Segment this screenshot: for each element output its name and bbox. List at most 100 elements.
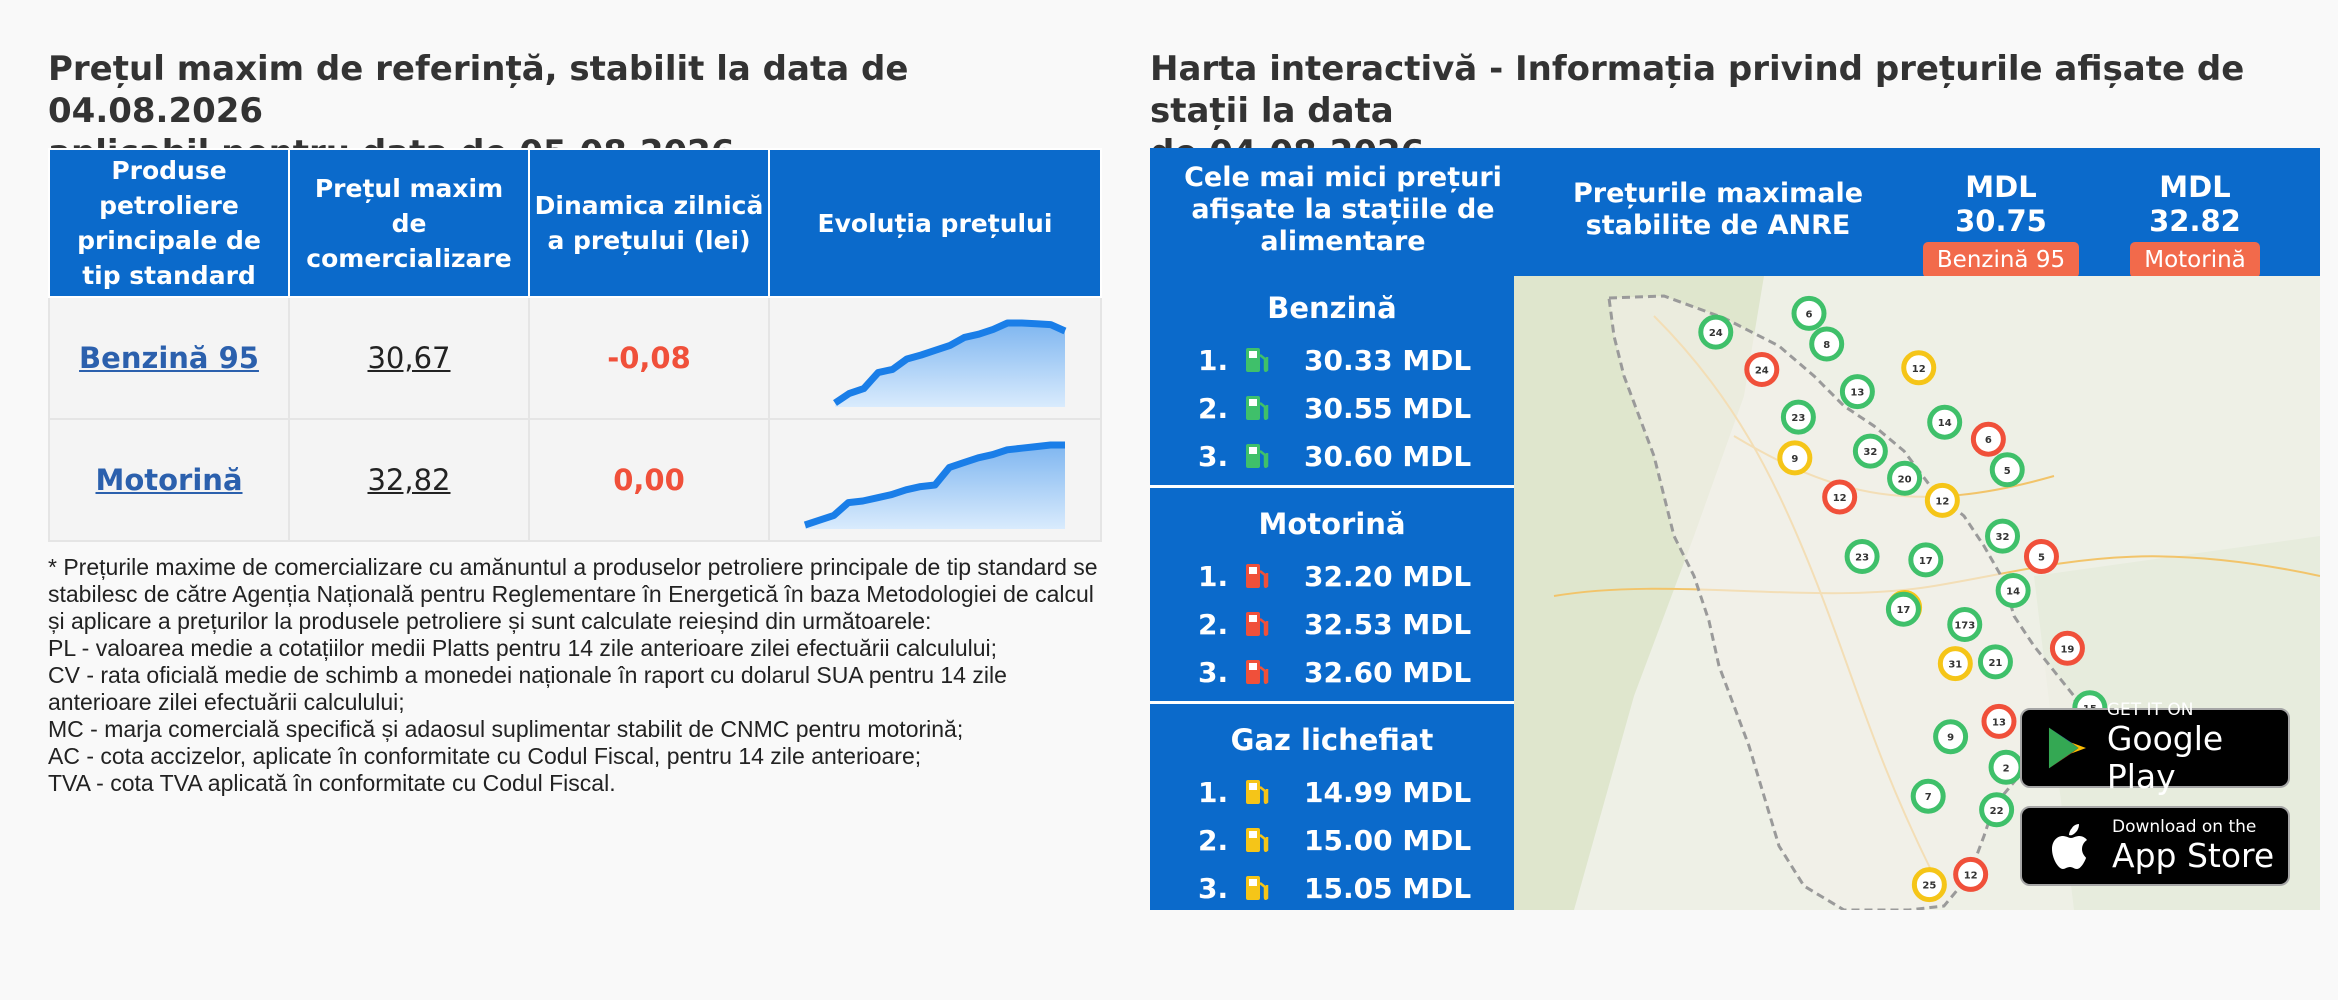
reference-price-panel: Prețul maxim de referință, stabilit la d… xyxy=(48,48,1102,796)
rank: 2. xyxy=(1198,607,1229,641)
svg-text:31: 31 xyxy=(1948,660,1962,671)
station-marker[interactable]: 173 xyxy=(1947,607,1983,642)
max-price-value: 32,82 xyxy=(367,463,451,497)
price-trend-chart xyxy=(833,319,1067,407)
rank: 1. xyxy=(1198,559,1229,593)
map-title: Harta interactivă - Informația privind p… xyxy=(1150,48,2320,174)
station-marker[interactable]: 5 xyxy=(1989,452,2025,488)
rank: 2. xyxy=(1198,823,1229,857)
note-line: MC - marja comercială specifică și adaos… xyxy=(48,716,964,742)
station-marker[interactable]: 20 xyxy=(1887,460,1923,496)
price: 15.00 MDL xyxy=(1304,823,1472,857)
anre-price-benzina: MDL 30.75 Benzină 95 xyxy=(1916,170,2086,278)
svg-text:13: 13 xyxy=(1850,388,1864,399)
product-link-benzina-95[interactable]: Benzină 95 xyxy=(79,341,259,375)
app-store-small-text: Download on the xyxy=(2112,817,2257,837)
station-marker[interactable]: 32 xyxy=(1852,433,1888,469)
svg-text:14: 14 xyxy=(2006,587,2020,598)
list-item: 3. 15.05 MDL xyxy=(1198,868,1471,908)
station-marker[interactable]: 14 xyxy=(1927,404,1963,440)
station-marker[interactable]: 2 xyxy=(1988,749,2024,785)
rank: 3. xyxy=(1198,871,1229,905)
list-item: 1. 14.99 MDL xyxy=(1198,772,1471,812)
anre-max-prices-label: Prețurile maximale stabilite de ANRE xyxy=(1572,178,1864,241)
methodology-notes: * Prețurile maxime de comercializare cu … xyxy=(48,554,1100,797)
station-marker[interactable]: 6 xyxy=(1970,421,2006,457)
station-marker[interactable]: 24 xyxy=(1744,352,1780,387)
station-marker[interactable]: 14 xyxy=(1995,573,2031,608)
list-item: 1. 32.20 MDL xyxy=(1198,556,1471,596)
product-cell: Motorină xyxy=(48,418,290,542)
station-marker[interactable]: 32 xyxy=(1985,518,2021,554)
svg-text:7: 7 xyxy=(1925,792,1932,803)
svg-text:12: 12 xyxy=(1833,493,1847,504)
title-line-1: Prețul maxim de referință, stabilit la d… xyxy=(48,49,909,131)
dynamics-value: -0,08 xyxy=(607,341,691,375)
station-marker[interactable]: 17 xyxy=(1908,542,1944,578)
svg-text:24: 24 xyxy=(1755,366,1769,377)
fuel-pump-icon xyxy=(1242,657,1304,687)
station-marker[interactable]: 8 xyxy=(1809,326,1845,362)
fuel-pump-icon xyxy=(1242,441,1304,471)
station-marker[interactable]: 12 xyxy=(1924,482,1960,518)
station-marker[interactable]: 19 xyxy=(2049,630,2085,666)
product-link-motorina[interactable]: Motorină xyxy=(95,463,243,497)
svg-text:32: 32 xyxy=(1863,447,1877,458)
header-max-price: Prețul maxim de comercializare xyxy=(288,148,530,298)
price: 32.20 MDL xyxy=(1304,559,1472,593)
header-product: Produse petroliere principale de tip sta… xyxy=(48,148,290,298)
fuel-block-benzina: Benzină 1. 30.33 MDL 2. 30.55 MDL 3. 30.60 … xyxy=(1150,276,1514,488)
dynamics-cell: 0,00 xyxy=(528,418,770,542)
fuel-badge: Benzină 95 xyxy=(1922,242,2080,278)
list-item: 3. 32.60 MDL xyxy=(1198,652,1471,692)
station-marker[interactable]: 9 xyxy=(1933,719,1969,755)
anre-price-amount: MDL 32.82 xyxy=(2149,170,2241,238)
station-marker[interactable]: 9 xyxy=(1777,440,1813,476)
apple-icon xyxy=(2052,824,2087,869)
app-store-button[interactable]: Download on the App Store xyxy=(2020,806,2290,886)
evolution-cell xyxy=(768,418,1102,542)
fuel-pump-icon xyxy=(1242,561,1304,591)
list-item: 2. 15.00 MDL xyxy=(1198,820,1471,860)
fuel-pump-icon xyxy=(1242,609,1304,639)
station-marker[interactable]: 5 xyxy=(2023,539,2059,574)
dynamics-cell: -0,08 xyxy=(528,296,770,420)
station-marker[interactable]: 7 xyxy=(1910,778,1946,814)
station-marker[interactable]: 13 xyxy=(1839,374,1875,410)
station-marker[interactable]: 13 xyxy=(1981,703,2017,739)
station-marker[interactable]: 23 xyxy=(1780,399,1816,435)
svg-text:22: 22 xyxy=(1990,806,2004,817)
station-marker[interactable]: 22 xyxy=(1979,792,2015,828)
station-marker[interactable]: 12 xyxy=(1822,479,1858,515)
station-marker[interactable]: 6 xyxy=(1791,295,1827,331)
station-marker[interactable]: 12 xyxy=(1953,856,1989,892)
anre-price-amount: MDL 30.75 xyxy=(1955,170,2047,238)
price-cell: 30,67 xyxy=(288,296,530,420)
svg-text:17: 17 xyxy=(1919,556,1933,567)
rank: 1. xyxy=(1198,343,1229,377)
station-marker[interactable]: 17 xyxy=(1885,591,1921,627)
station-marker[interactable]: 12 xyxy=(1901,350,1937,386)
station-marker[interactable]: 24 xyxy=(1698,314,1734,350)
svg-text:5: 5 xyxy=(2004,466,2011,477)
svg-text:9: 9 xyxy=(1791,454,1798,465)
note-line: PL - valoarea medie a cotațiilor medii P… xyxy=(48,635,998,661)
price: 30.55 MDL xyxy=(1304,391,1472,425)
list-item: 2. 30.55 MDL xyxy=(1198,388,1471,428)
note-line: AC - cota accizelor, aplicate în conform… xyxy=(48,743,922,769)
fuel-pump-icon xyxy=(1242,393,1304,423)
fuel-name: Gaz lichefiat xyxy=(1230,723,1434,757)
google-play-button[interactable]: GET IT ON Google Play xyxy=(2020,700,2290,796)
station-marker[interactable]: 23 xyxy=(1844,539,1880,574)
price: 15.05 MDL xyxy=(1304,871,1472,905)
svg-text:6: 6 xyxy=(1985,435,1992,446)
lowest-prices-label: Cele mai mici prețuri afișate la stațiil… xyxy=(1184,162,1502,257)
header-evolution: Evoluția prețului xyxy=(768,148,1102,298)
station-marker[interactable]: 31 xyxy=(1937,646,1973,682)
svg-text:14: 14 xyxy=(1938,418,1952,429)
svg-text:20: 20 xyxy=(1898,474,1912,485)
station-marker[interactable]: 21 xyxy=(1977,644,2013,680)
station-marker[interactable]: 25 xyxy=(1911,867,1947,903)
svg-text:17: 17 xyxy=(1896,605,1910,616)
price: 32.60 MDL xyxy=(1304,655,1472,689)
